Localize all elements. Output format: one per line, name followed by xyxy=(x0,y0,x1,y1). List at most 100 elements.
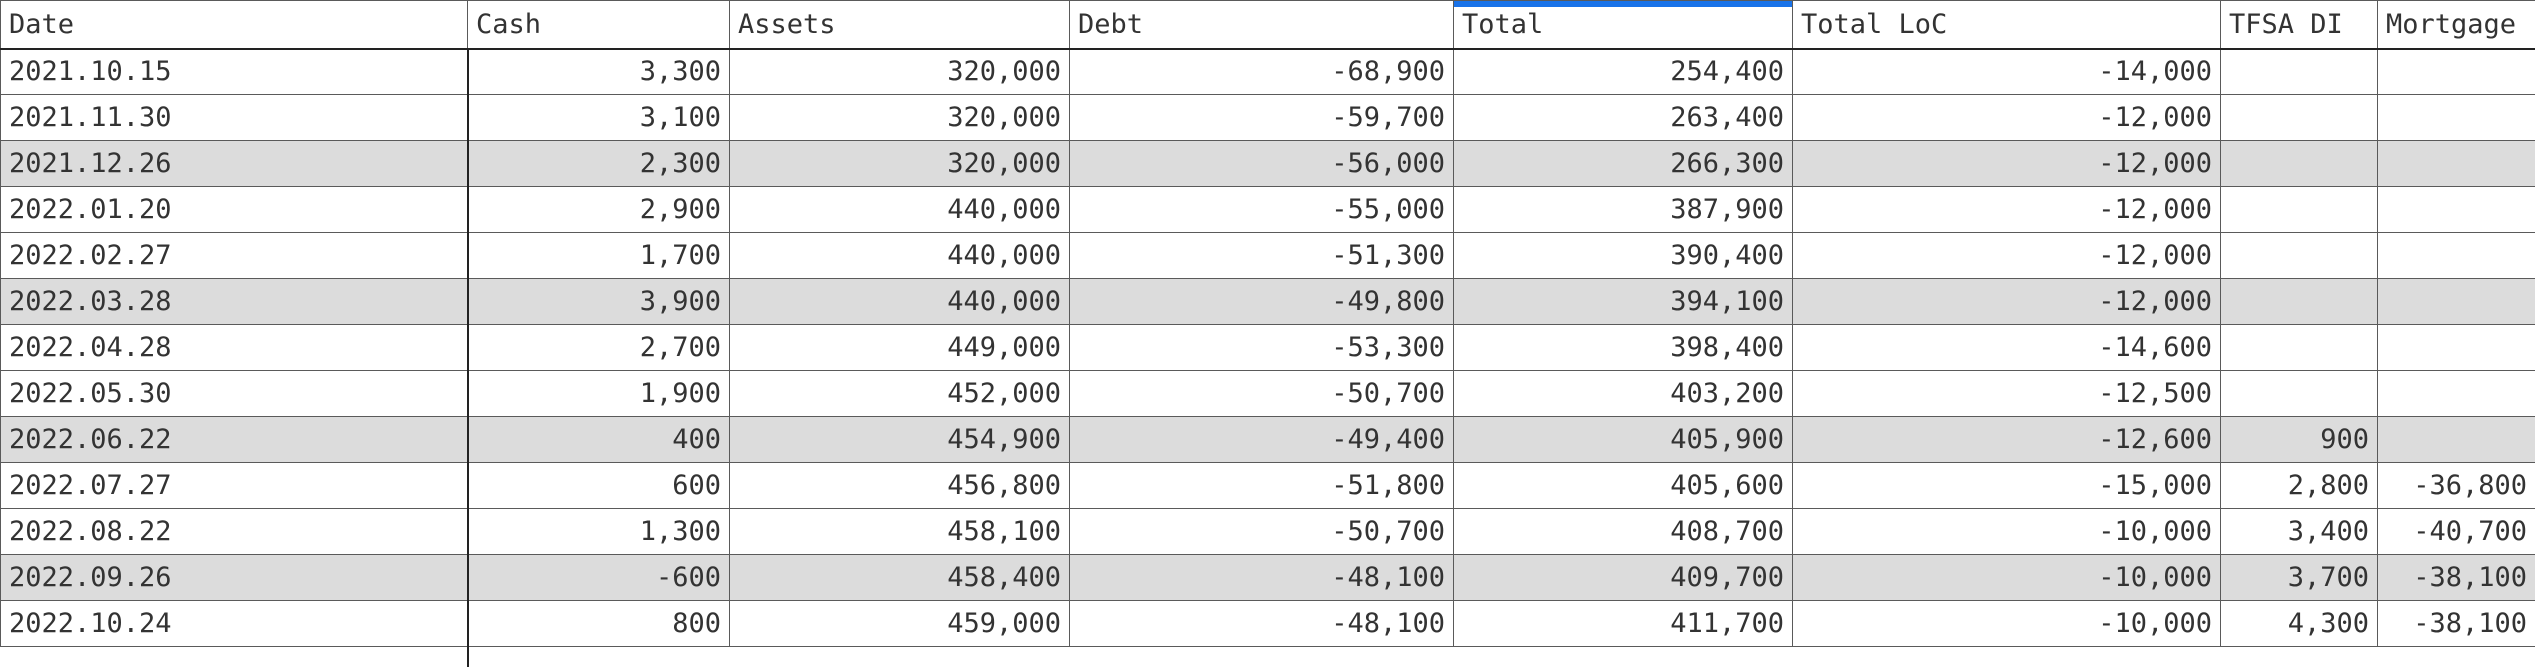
cell-date[interactable]: 2022.10.24 xyxy=(0,600,468,647)
cell-total[interactable]: 387,900 xyxy=(1453,186,1793,233)
cell-cash[interactable]: 800 xyxy=(467,600,730,647)
cell-total[interactable]: 411,700 xyxy=(1453,600,1793,647)
cell-mortgage[interactable] xyxy=(2377,278,2535,325)
cell-debt[interactable]: -49,800 xyxy=(1069,278,1454,325)
cell-cash[interactable]: 2,700 xyxy=(467,324,730,371)
cell-tfsa-di[interactable] xyxy=(2220,94,2378,141)
cell-cash[interactable]: 3,900 xyxy=(467,278,730,325)
cell-total[interactable]: 398,400 xyxy=(1453,324,1793,371)
column-header-cash[interactable]: Cash xyxy=(467,0,730,50)
cell-date[interactable]: 2022.05.30 xyxy=(0,370,468,417)
cell-total-loc[interactable]: -15,000 xyxy=(1792,462,2221,509)
cell-assets[interactable]: 458,400 xyxy=(729,554,1070,601)
cell-total-loc[interactable]: -10,000 xyxy=(1792,508,2221,555)
cell-total-loc[interactable]: -12,000 xyxy=(1792,186,2221,233)
cell-date[interactable]: 2022.02.27 xyxy=(0,232,468,279)
cell-assets[interactable]: 320,000 xyxy=(729,94,1070,141)
cell-tfsa-di[interactable] xyxy=(2220,278,2378,325)
cell-assets[interactable]: 320,000 xyxy=(729,140,1070,187)
cell-tfsa-di[interactable]: 2,800 xyxy=(2220,462,2378,509)
cell-total[interactable]: 405,600 xyxy=(1453,462,1793,509)
cell-mortgage[interactable]: -38,100 xyxy=(2377,554,2535,601)
cell-total-loc[interactable]: -12,000 xyxy=(1792,232,2221,279)
cell-total[interactable]: 254,400 xyxy=(1453,48,1793,95)
cell-tfsa-di[interactable] xyxy=(2220,48,2378,95)
cell-cash[interactable]: 1,300 xyxy=(467,508,730,555)
cell-assets[interactable]: 320,000 xyxy=(729,48,1070,95)
cell-total-loc[interactable]: -12,000 xyxy=(1792,94,2221,141)
cell-total[interactable]: 394,100 xyxy=(1453,278,1793,325)
cell-total[interactable]: 390,400 xyxy=(1453,232,1793,279)
cell-date[interactable]: 2022.04.28 xyxy=(0,324,468,371)
cell-cash[interactable]: -600 xyxy=(467,554,730,601)
cell-mortgage[interactable] xyxy=(2377,186,2535,233)
cell-mortgage[interactable]: -38,100 xyxy=(2377,600,2535,647)
cell-cash[interactable]: 400 xyxy=(467,416,730,463)
cell-tfsa-di[interactable] xyxy=(2220,370,2378,417)
cell-debt[interactable]: -49,400 xyxy=(1069,416,1454,463)
column-header-total-loc[interactable]: Total LoC xyxy=(1792,0,2221,50)
cell-tfsa-di[interactable]: 3,700 xyxy=(2220,554,2378,601)
column-header-tfsa-di[interactable]: TFSA DI xyxy=(2220,0,2378,50)
cell-debt[interactable]: -53,300 xyxy=(1069,324,1454,371)
cell-assets[interactable]: 449,000 xyxy=(729,324,1070,371)
cell-total[interactable]: 266,300 xyxy=(1453,140,1793,187)
cell-date[interactable]: 2021.10.15 xyxy=(0,48,468,95)
cell-date[interactable]: 2022.07.27 xyxy=(0,462,468,509)
cell-date[interactable]: 2022.09.26 xyxy=(0,554,468,601)
cell-mortgage[interactable] xyxy=(2377,232,2535,279)
cell-mortgage[interactable]: -40,700 xyxy=(2377,508,2535,555)
cell-debt[interactable]: -50,700 xyxy=(1069,508,1454,555)
cell-total[interactable]: 408,700 xyxy=(1453,508,1793,555)
cell-debt[interactable]: -55,000 xyxy=(1069,186,1454,233)
cell-total-loc[interactable]: -12,000 xyxy=(1792,278,2221,325)
cell-date[interactable]: 2021.11.30 xyxy=(0,94,468,141)
column-header-total[interactable]: Total xyxy=(1453,0,1793,50)
cell-cash[interactable]: 2,300 xyxy=(467,140,730,187)
cell-tfsa-di[interactable] xyxy=(2220,324,2378,371)
cell-cash[interactable]: 600 xyxy=(467,462,730,509)
cell-tfsa-di[interactable]: 900 xyxy=(2220,416,2378,463)
cell-total-loc[interactable]: -10,000 xyxy=(1792,600,2221,647)
cell-tfsa-di[interactable]: 4,300 xyxy=(2220,600,2378,647)
cell-assets[interactable]: 458,100 xyxy=(729,508,1070,555)
cell-total-loc[interactable]: -14,600 xyxy=(1792,324,2221,371)
cell-assets[interactable]: 440,000 xyxy=(729,232,1070,279)
cell-debt[interactable]: -59,700 xyxy=(1069,94,1454,141)
cell-assets[interactable]: 440,000 xyxy=(729,186,1070,233)
cell-date[interactable]: 2021.12.26 xyxy=(0,140,468,187)
cell-cash[interactable]: 2,900 xyxy=(467,186,730,233)
cell-total-loc[interactable]: -10,000 xyxy=(1792,554,2221,601)
cell-total-loc[interactable]: -12,500 xyxy=(1792,370,2221,417)
cell-tfsa-di[interactable]: 3,400 xyxy=(2220,508,2378,555)
column-header-mortgage[interactable]: Mortgage xyxy=(2377,0,2535,50)
cell-total[interactable]: 405,900 xyxy=(1453,416,1793,463)
cell-total-loc[interactable]: -12,600 xyxy=(1792,416,2221,463)
cell-cash[interactable]: 3,100 xyxy=(467,94,730,141)
column-header-debt[interactable]: Debt xyxy=(1069,0,1454,50)
cell-tfsa-di[interactable] xyxy=(2220,186,2378,233)
cell-mortgage[interactable] xyxy=(2377,370,2535,417)
cell-debt[interactable]: -68,900 xyxy=(1069,48,1454,95)
cell-debt[interactable]: -51,800 xyxy=(1069,462,1454,509)
cell-total-loc[interactable]: -14,000 xyxy=(1792,48,2221,95)
cell-cash[interactable]: 1,700 xyxy=(467,232,730,279)
cell-total[interactable]: 403,200 xyxy=(1453,370,1793,417)
cell-mortgage[interactable] xyxy=(2377,48,2535,95)
cell-tfsa-di[interactable] xyxy=(2220,232,2378,279)
cell-assets[interactable]: 452,000 xyxy=(729,370,1070,417)
cell-mortgage[interactable] xyxy=(2377,94,2535,141)
cell-date[interactable]: 2022.03.28 xyxy=(0,278,468,325)
cell-date[interactable]: 2022.01.20 xyxy=(0,186,468,233)
cell-mortgage[interactable] xyxy=(2377,140,2535,187)
cell-assets[interactable]: 440,000 xyxy=(729,278,1070,325)
cell-total[interactable]: 409,700 xyxy=(1453,554,1793,601)
cell-date[interactable]: 2022.06.22 xyxy=(0,416,468,463)
column-header-date[interactable]: Date xyxy=(0,0,468,50)
cell-mortgage[interactable]: -36,800 xyxy=(2377,462,2535,509)
cell-debt[interactable]: -50,700 xyxy=(1069,370,1454,417)
cell-total[interactable]: 263,400 xyxy=(1453,94,1793,141)
cell-cash[interactable]: 1,900 xyxy=(467,370,730,417)
cell-date[interactable]: 2022.08.22 xyxy=(0,508,468,555)
cell-tfsa-di[interactable] xyxy=(2220,140,2378,187)
